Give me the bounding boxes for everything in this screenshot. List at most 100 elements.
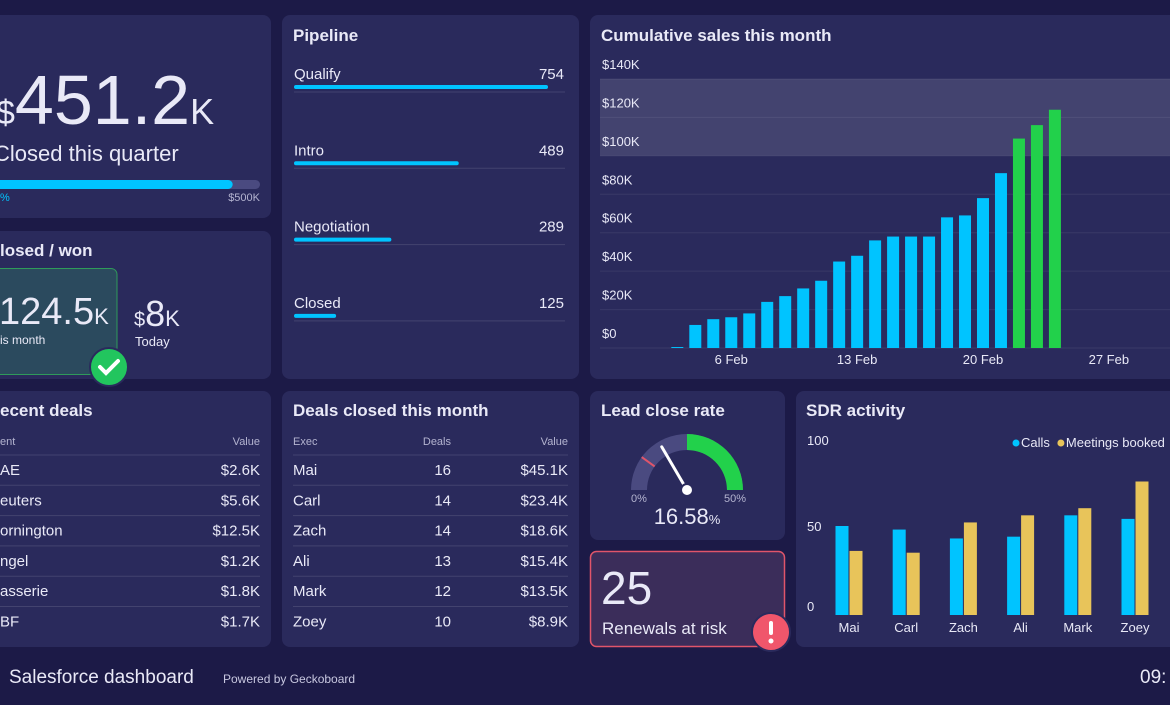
column-header: Value <box>233 436 260 448</box>
bar <box>1007 536 1021 615</box>
today-label: Today <box>135 334 170 349</box>
bar <box>923 236 936 348</box>
stage-value: 489 <box>539 142 564 159</box>
bar <box>779 296 792 348</box>
suffix: K <box>190 91 214 132</box>
bar <box>833 261 846 348</box>
table-cell: $1.2K <box>221 553 260 570</box>
bar <box>963 522 977 615</box>
alert-panel <box>589 550 786 648</box>
alert-dot <box>768 638 774 644</box>
bar <box>851 255 864 348</box>
table-cell: $1.7K <box>221 614 260 631</box>
column-header: Exec <box>293 436 318 448</box>
quarter-value: $451.2K <box>0 61 214 139</box>
table-cell: Mai <box>293 462 317 479</box>
suffix: K <box>94 304 109 329</box>
table-cell: Mark <box>293 583 327 600</box>
bar <box>976 198 989 348</box>
table-cell: euters <box>0 492 42 509</box>
footer-time: 09: <box>1140 667 1166 688</box>
table-cell: asserie <box>0 583 48 600</box>
value: 124.5 <box>0 291 94 333</box>
bar <box>1030 125 1043 348</box>
gauge-needle <box>660 445 689 492</box>
x-tick-label: Carl <box>894 620 918 635</box>
currency: $ <box>134 309 145 331</box>
value: 16.58 <box>654 504 709 529</box>
table-cell: 10 <box>434 614 451 631</box>
gauge-tick-label: 0% <box>631 493 647 505</box>
x-tick-label: 27 Feb <box>1089 352 1129 367</box>
table-cell: $2.6K <box>221 462 260 479</box>
legend-swatch <box>1057 439 1065 447</box>
table-cell: 13 <box>434 553 451 570</box>
table-cell: $18.6K <box>520 523 568 540</box>
bar <box>761 301 774 348</box>
footer-title: Salesforce dashboard <box>9 667 194 688</box>
chart-title: SDR activity <box>806 401 906 420</box>
table-cell: $8.9K <box>529 614 568 631</box>
table-cell: Zach <box>293 523 326 540</box>
stage-name: Intro <box>294 142 324 159</box>
legend-label: Meetings booked <box>1066 435 1165 450</box>
progress-max: $500K <box>228 192 260 204</box>
gauge-tick-label: 50% <box>724 493 746 505</box>
bar <box>994 173 1007 348</box>
x-tick-label: 20 Feb <box>963 352 1003 367</box>
legend-swatch <box>1012 439 1020 447</box>
table-cell: Carl <box>293 492 321 509</box>
target-band <box>600 79 1170 156</box>
column-header: ent <box>0 436 15 448</box>
bar <box>869 240 882 348</box>
column-header: Deals <box>423 436 452 448</box>
table-cell: $45.1K <box>520 462 568 479</box>
check-mark <box>98 359 120 376</box>
bar <box>959 215 972 348</box>
table-cell: $12.5K <box>212 523 260 540</box>
quarter-label: Closed this quarter <box>0 141 179 166</box>
y-tick-label: $20K <box>602 288 633 303</box>
stage-bar <box>294 85 548 89</box>
bar <box>1078 508 1092 615</box>
stage-bar <box>294 237 392 242</box>
chart-title: Lead close rate <box>601 401 725 420</box>
footer-powered: Powered by Geckoboard <box>223 672 355 686</box>
panel <box>590 391 785 540</box>
gauge-value: 16.58% <box>654 504 721 529</box>
stage-name: Negotiation <box>294 219 370 236</box>
y-tick-label: $120K <box>602 95 640 110</box>
table-cell: ngel <box>0 553 28 570</box>
y-tick-label: $60K <box>602 211 633 226</box>
table-cell: BF <box>0 614 19 631</box>
bar <box>743 313 756 348</box>
bar <box>892 529 906 615</box>
table-cell: AE <box>0 462 20 479</box>
x-tick-label: Mai <box>839 620 860 635</box>
bar <box>1135 481 1149 615</box>
table-cell: ornington <box>0 523 63 540</box>
bar <box>835 526 849 615</box>
table-cell: 12 <box>434 583 451 600</box>
bar <box>1064 515 1078 615</box>
table-cell: Ali <box>293 553 310 570</box>
table-cell: $5.6K <box>221 492 260 509</box>
y-tick-label: 100 <box>807 433 829 448</box>
progress-fill <box>0 180 233 189</box>
panel <box>0 15 271 218</box>
currency: $ <box>0 94 15 132</box>
table-cell: Zoey <box>293 614 327 631</box>
unit: % <box>709 512 721 527</box>
value: 451.2 <box>15 61 190 139</box>
column-header: Value <box>541 436 568 448</box>
x-tick-label: 13 Feb <box>837 352 877 367</box>
table-cell: $13.5K <box>520 583 568 600</box>
panel <box>590 15 1170 379</box>
panel <box>0 391 271 647</box>
stage-name: Qualify <box>294 66 341 83</box>
stage-bar <box>294 313 337 318</box>
table-cell: $1.8K <box>221 583 260 600</box>
bar <box>949 538 963 615</box>
panel <box>282 15 579 379</box>
